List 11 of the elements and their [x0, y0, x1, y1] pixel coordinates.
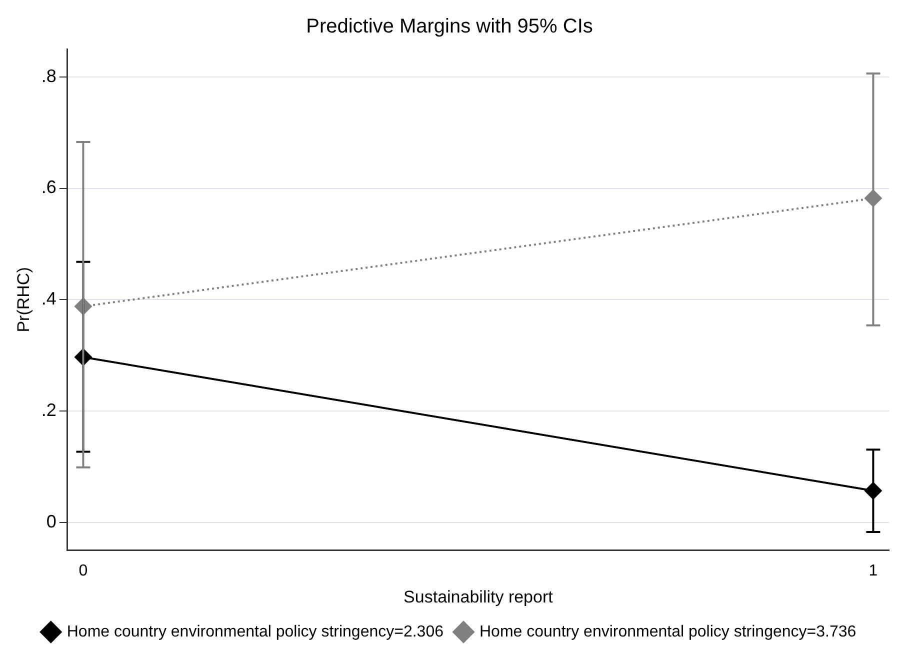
- x-tick-label: 1: [868, 562, 878, 580]
- x-axis-title: Sustainability report: [404, 587, 554, 606]
- y-tick-label: .8: [41, 66, 56, 86]
- y-tick-label: .6: [41, 177, 56, 198]
- y-tick-label: .2: [41, 400, 56, 420]
- legend-label: Home country environmental policy stringency=2.306: [66, 623, 444, 640]
- y-axis-title: Pr(RHC): [14, 267, 33, 332]
- chart-title: Predictive Margins with 95% CIs: [306, 16, 593, 38]
- y-tick-label: 0: [46, 512, 56, 532]
- legend-label: Home country environmental policy stringency=3.736: [480, 623, 856, 640]
- y-tick-label: .4: [41, 288, 56, 309]
